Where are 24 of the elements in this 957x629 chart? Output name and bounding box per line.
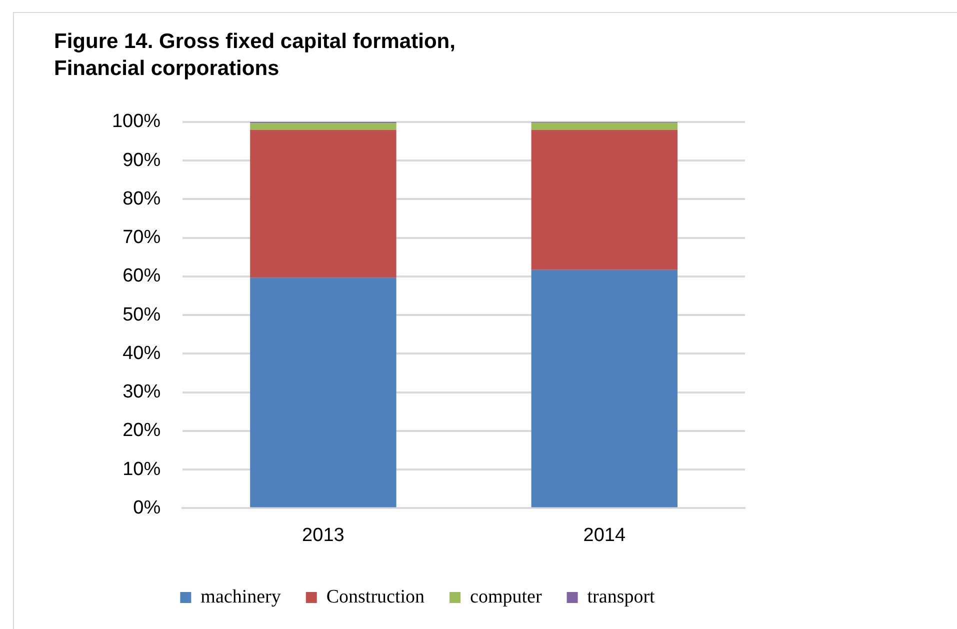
bar xyxy=(250,130,396,278)
legend-label: Construction xyxy=(326,586,426,608)
y-tick-label: 70% xyxy=(122,227,161,248)
x-tick-label: 2013 xyxy=(302,524,344,546)
bar xyxy=(250,123,396,130)
legend-label: machinery xyxy=(200,586,282,608)
chart-title: Figure 14. Gross fixed capital formation, Financial corporations xyxy=(54,29,456,82)
y-tick-label: 10% xyxy=(122,458,161,480)
bar xyxy=(531,130,678,270)
y-tick-label: 100% xyxy=(112,111,161,132)
bar xyxy=(250,278,396,508)
y-tick-label: 90% xyxy=(122,150,161,171)
bar xyxy=(531,270,678,508)
y-tick-label: 40% xyxy=(122,342,161,364)
y-tick-label: 50% xyxy=(122,304,161,326)
bar xyxy=(531,122,678,130)
y-tick-label: 60% xyxy=(122,266,161,287)
y-tick-label: 30% xyxy=(122,382,161,403)
legend-label: transport xyxy=(587,586,656,608)
legend-label: computer xyxy=(470,586,542,608)
y-tick-label: 80% xyxy=(122,188,161,210)
y-tick-label: 0% xyxy=(133,497,161,518)
y-tick-label: 20% xyxy=(122,420,161,442)
x-tick-label: 2014 xyxy=(583,524,626,546)
